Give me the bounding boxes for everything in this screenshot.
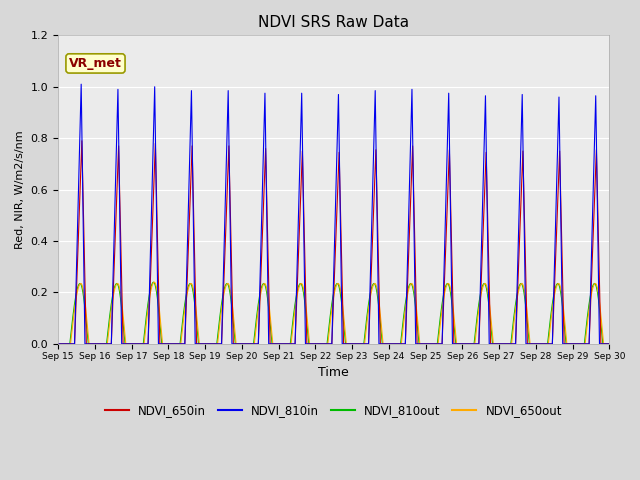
Title: NDVI SRS Raw Data: NDVI SRS Raw Data — [258, 15, 409, 30]
Y-axis label: Red, NIR, W/m2/s/nm: Red, NIR, W/m2/s/nm — [15, 130, 25, 249]
X-axis label: Time: Time — [318, 366, 349, 379]
Text: VR_met: VR_met — [69, 57, 122, 70]
Legend: NDVI_650in, NDVI_810in, NDVI_810out, NDVI_650out: NDVI_650in, NDVI_810in, NDVI_810out, NDV… — [100, 399, 566, 421]
